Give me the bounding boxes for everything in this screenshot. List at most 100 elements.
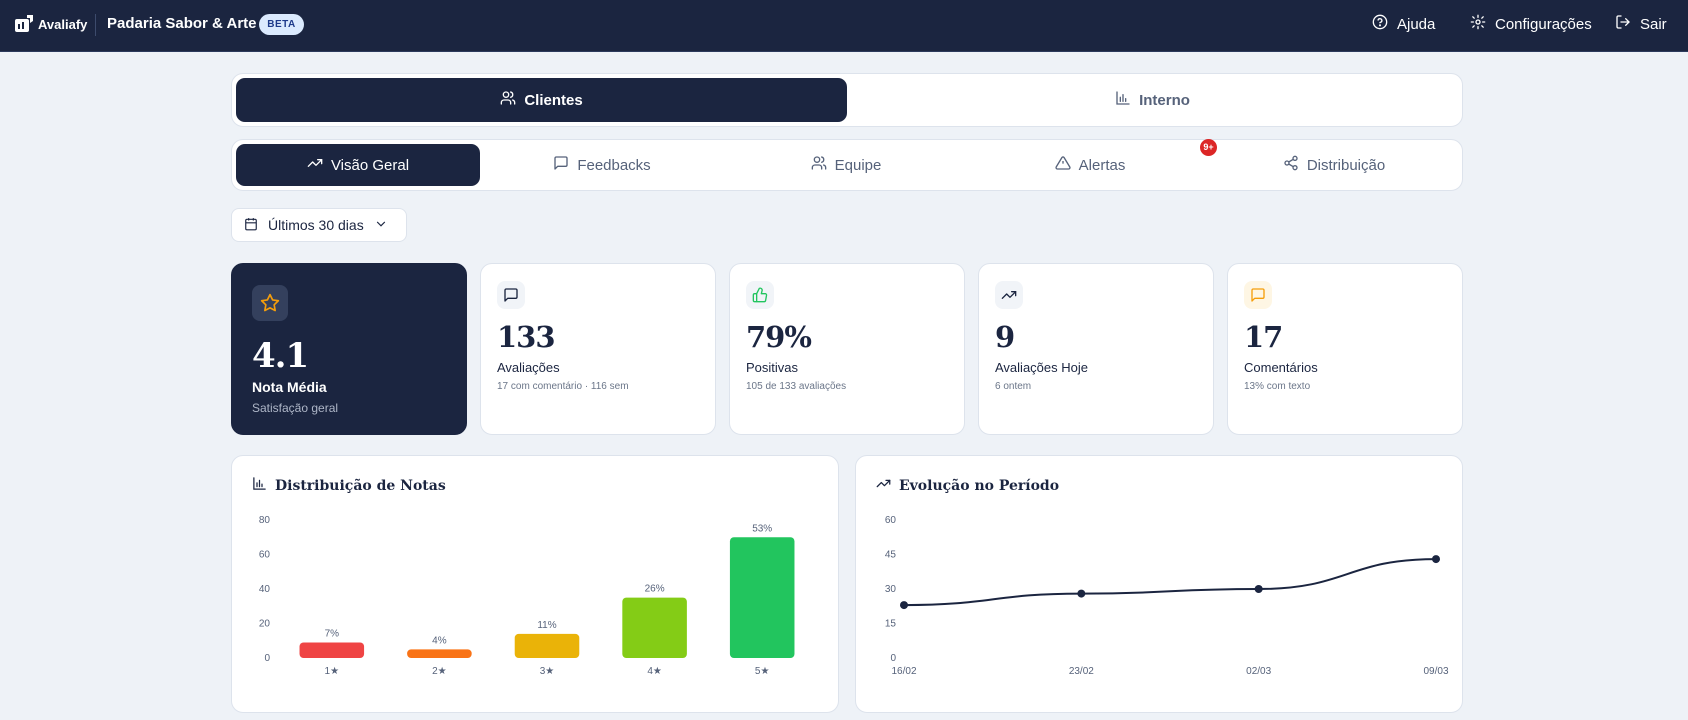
sub-tabs: Visão Geral Feedbacks Equipe Alertas Dis…	[231, 139, 1463, 191]
rating-distribution-panel: Distribuição de Notas 0 20 40 60 80 7% 1★ 4% 2★ 1…	[231, 455, 839, 713]
tab-equipe[interactable]: Equipe	[724, 144, 968, 186]
x-tick-label: 23/02	[1069, 666, 1094, 677]
alerts-count-badge: 9+	[1200, 139, 1217, 156]
panel-title: Distribuição de Notas	[252, 476, 446, 495]
kpi-label: Nota Média	[252, 379, 327, 395]
tab-feedbacks[interactable]: Feedbacks	[480, 144, 724, 186]
tab-label: Interno	[1139, 91, 1190, 109]
kpi-label: Comentários	[1244, 360, 1318, 375]
trending-up-icon	[307, 155, 323, 175]
y-tick-label: 0	[890, 653, 896, 664]
bar	[622, 597, 687, 658]
date-range-select[interactable]: Últimos 30 dias	[231, 208, 407, 242]
y-tick-label: 30	[885, 584, 897, 595]
beta-badge: BETA	[259, 14, 304, 35]
kpi-sub: Satisfação geral	[252, 401, 339, 415]
users-icon	[811, 155, 827, 175]
help-label: Ajuda	[1397, 15, 1436, 33]
date-range-label: Últimos 30 dias	[268, 217, 364, 233]
bar	[299, 642, 365, 658]
main-tabs: Clientes Interno	[231, 73, 1463, 127]
kpi-label: Positivas	[746, 360, 799, 375]
bar-data-label: 26%	[645, 584, 665, 595]
logout-label: Sair	[1640, 15, 1667, 33]
bar	[729, 537, 795, 658]
header-divider	[95, 14, 96, 36]
bar-data-label: 53%	[752, 523, 772, 534]
x-tick-label: 2★	[432, 666, 447, 677]
kpi-value: 133	[497, 320, 556, 354]
settings-link[interactable]: Configurações	[1470, 14, 1592, 34]
kpi-value: 79%	[746, 320, 812, 354]
chart-title: Evolução no Período	[899, 477, 1060, 494]
kpi-comentarios: 17 Comentários 13% com texto	[1227, 263, 1463, 435]
tab-distribuicao[interactable]: Distribuição	[1212, 144, 1456, 186]
tab-label: Clientes	[524, 91, 583, 109]
star-icon	[252, 285, 288, 321]
bar-data-label: 4%	[432, 635, 447, 646]
y-tick-label: 80	[259, 515, 271, 526]
kpi-value: 9	[995, 320, 1015, 354]
kpi-value: 17	[1244, 320, 1283, 354]
x-tick-label: 02/03	[1246, 666, 1271, 677]
app-logo[interactable]: Avaliafy	[14, 13, 87, 35]
chevron-down-icon	[374, 217, 388, 234]
x-tick-label: 4★	[647, 666, 662, 677]
bar-data-label: 7%	[325, 628, 340, 639]
evolution-line-chart: 0 15 30 45 60 16/02 23/02 02/03 09/03	[885, 515, 1449, 677]
y-tick-label: 60	[259, 550, 271, 561]
tab-label: Visão Geral	[330, 156, 410, 174]
message-square-icon	[1244, 281, 1272, 309]
period-evolution-panel: Evolução no Período 0 15 30 45 60 16/02 23/02 0…	[855, 455, 1463, 713]
store-name: Padaria Sabor & Arte	[107, 15, 257, 32]
settings-label: Configurações	[1495, 15, 1592, 33]
panel-title: Evolução no Período	[876, 476, 1059, 495]
tab-alertas[interactable]: Alertas	[968, 144, 1212, 186]
message-square-icon	[497, 281, 525, 309]
kpi-value: 4.1	[252, 336, 309, 376]
kpi-label: Avaliações	[497, 360, 560, 375]
tab-clientes[interactable]: Clientes	[236, 78, 847, 122]
y-tick-label: 20	[259, 619, 271, 630]
x-tick-label: 3★	[540, 666, 555, 677]
data-point	[900, 601, 908, 610]
help-link[interactable]: Ajuda	[1372, 14, 1435, 34]
kpi-avaliacoes: 133 Avaliações 17 com comentário · 116 s…	[480, 263, 716, 435]
y-tick-label: 60	[885, 515, 897, 526]
kpi-sub: 13% com texto	[1244, 381, 1311, 392]
rating-bar-chart: 0 20 40 60 80 7% 1★ 4% 2★ 11% 3★ 26% 4★ 53% 5★	[259, 515, 795, 677]
y-tick-label: 15	[885, 619, 897, 630]
gear-icon	[1470, 14, 1486, 34]
logout-link[interactable]: Sair	[1615, 14, 1667, 34]
calendar-icon	[244, 217, 258, 234]
trending-up-icon	[876, 476, 891, 495]
chart-title: Distribuição de Notas	[275, 477, 446, 494]
x-tick-label: 5★	[755, 666, 770, 677]
kpi-sub: 6 ontem	[995, 381, 1032, 392]
x-tick-label: 09/03	[1423, 666, 1448, 677]
x-tick-label: 1★	[325, 666, 340, 677]
tab-label: Alertas	[1078, 156, 1126, 174]
kpi-sub: 105 de 133 avaliações	[746, 381, 847, 392]
tab-label: Equipe	[834, 156, 882, 174]
tab-visao-geral[interactable]: Visão Geral	[236, 144, 480, 186]
bar	[407, 649, 472, 658]
series-line	[903, 558, 1437, 607]
tab-interno[interactable]: Interno	[847, 78, 1458, 122]
y-tick-label: 45	[885, 550, 897, 561]
kpi-label: Avaliações Hoje	[995, 360, 1088, 375]
message-square-icon	[553, 155, 569, 175]
kpi-avaliacoes-hoje: 9 Avaliações Hoje 6 ontem	[978, 263, 1214, 435]
bar-chart-icon	[1115, 90, 1131, 110]
y-tick-label: 40	[259, 584, 271, 595]
data-point	[1077, 589, 1086, 598]
help-circle-icon	[1372, 14, 1388, 34]
tab-label: Distribuição	[1306, 156, 1386, 174]
bar-data-label: 11%	[537, 620, 556, 631]
kpi-positivas: 79% Positivas 105 de 133 avaliações	[729, 263, 965, 435]
logout-icon	[1615, 14, 1631, 34]
data-point	[1432, 555, 1440, 564]
bar-chart-icon	[252, 476, 267, 495]
users-icon	[500, 90, 516, 110]
x-tick-label: 16/02	[891, 666, 916, 677]
